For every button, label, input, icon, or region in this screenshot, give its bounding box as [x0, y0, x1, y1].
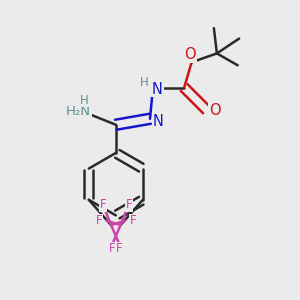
Text: O: O — [184, 47, 196, 62]
Text: F: F — [116, 242, 123, 255]
Text: H: H — [80, 94, 89, 107]
Text: N: N — [153, 114, 164, 129]
Text: H₂N: H₂N — [66, 105, 91, 118]
Text: O: O — [209, 103, 220, 118]
Text: F: F — [126, 198, 132, 211]
Text: H: H — [140, 76, 149, 89]
Text: F: F — [109, 242, 116, 255]
Text: F: F — [95, 214, 102, 227]
Text: F: F — [130, 214, 136, 227]
Text: N: N — [152, 82, 163, 97]
Text: F: F — [99, 198, 106, 211]
